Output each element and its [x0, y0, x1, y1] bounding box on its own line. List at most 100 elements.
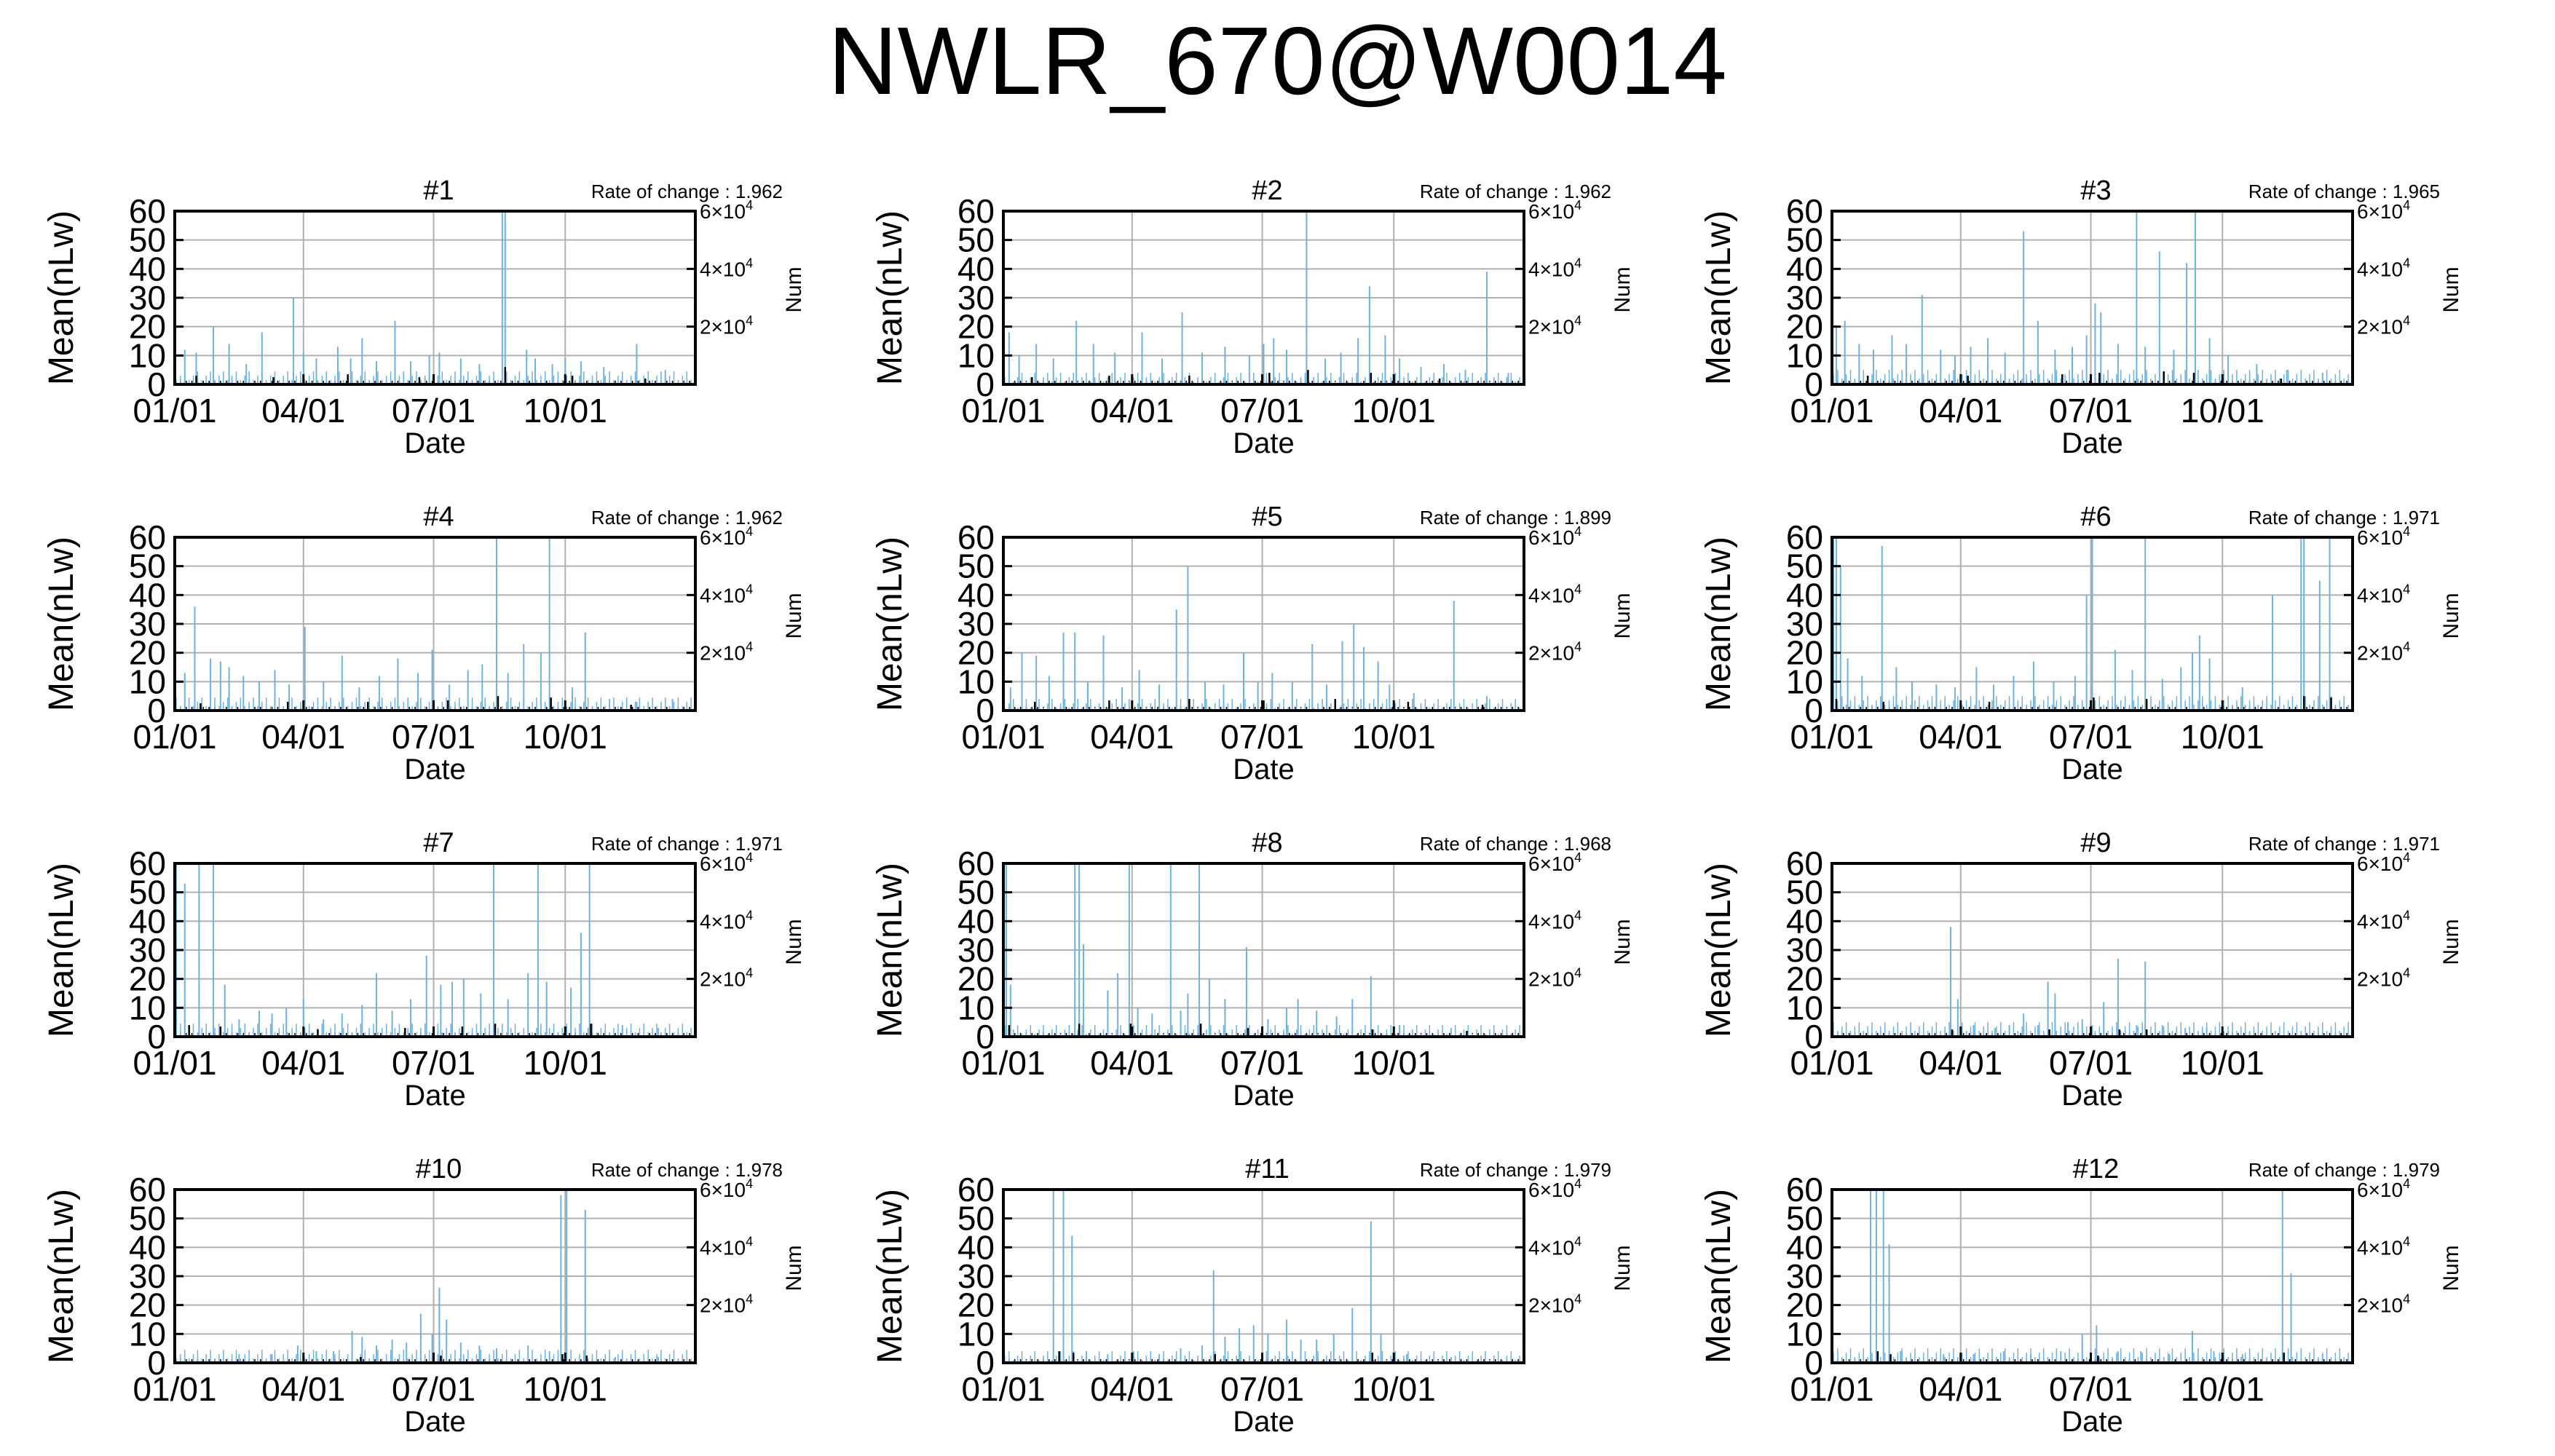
y-tick-label: 0: [147, 365, 166, 403]
y-tick-label: 10: [129, 336, 166, 374]
y2-tick-label: 4×104: [700, 908, 753, 933]
y-tick-label: 0: [1804, 1018, 1823, 1056]
y2-tick-label: 6×104: [700, 198, 753, 223]
x-tick-label: 07/01: [2049, 392, 2133, 430]
rate-of-change: Rate of change : 1.979: [1420, 1159, 1611, 1181]
y-tick-label: 40: [1786, 576, 1823, 614]
rate-of-change: Rate of change : 1.962: [591, 181, 783, 202]
y-axis-label: Mean(nLw): [1699, 1189, 1738, 1364]
y-tick-label: 10: [957, 989, 995, 1026]
y-tick-label: 50: [1786, 547, 1823, 585]
y-tick-label: 30: [957, 605, 995, 643]
y-tick-label: 60: [957, 518, 995, 556]
y-tick-label: 10: [1786, 662, 1823, 700]
figure-title: NWLR_670@W0014: [828, 7, 1727, 114]
x-tick-label: 01/01: [961, 718, 1045, 756]
y2-tick-label: 4×104: [1528, 582, 1581, 606]
y-tick-label: 30: [1786, 605, 1823, 643]
y-axis-label: Mean(nLw): [1699, 537, 1738, 711]
y2-axis-label: Num: [1611, 593, 1635, 638]
panel-title: #1: [423, 175, 454, 206]
y2-tick-label: 6×104: [700, 850, 753, 875]
y-tick-label: 60: [1786, 192, 1823, 230]
x-axis-label: Date: [2061, 753, 2123, 786]
y-tick-label: 30: [1786, 931, 1823, 969]
x-tick-label: 04/01: [1919, 1044, 2002, 1082]
y-axis-label: Mean(nLw): [871, 1189, 909, 1364]
y-tick-label: 30: [1786, 1257, 1823, 1295]
y2-tick-label: 4×104: [700, 1234, 753, 1259]
x-tick-label: 01/01: [133, 1370, 216, 1408]
x-tick-label: 10/01: [524, 1044, 607, 1082]
x-tick-label: 01/01: [961, 1370, 1045, 1408]
x-axis-label: Date: [2061, 427, 2123, 459]
x-tick-label: 04/01: [1090, 392, 1174, 430]
y-axis-label: Mean(nLw): [42, 537, 81, 711]
panel-title: #6: [2080, 502, 2111, 532]
y-tick-label: 60: [957, 844, 995, 882]
x-tick-label: 01/01: [133, 1044, 216, 1082]
y2-tick-label: 2×104: [1528, 640, 1581, 665]
y-tick-label: 0: [976, 692, 995, 729]
x-axis-label: Date: [404, 427, 466, 459]
y2-tick-label: 2×104: [1528, 314, 1581, 339]
y-tick-label: 10: [129, 662, 166, 700]
y-axis-label: Mean(nLw): [42, 210, 81, 385]
panel-title: #2: [1252, 175, 1282, 206]
x-tick-label: 04/01: [1090, 1370, 1174, 1408]
y-tick-label: 30: [129, 279, 166, 317]
x-tick-label: 01/01: [1790, 392, 1873, 430]
y-tick-label: 50: [1786, 1200, 1823, 1238]
x-axis-label: Date: [2061, 1406, 2123, 1438]
x-tick-label: 07/01: [1220, 718, 1304, 756]
x-axis-label: Date: [1233, 1080, 1295, 1112]
x-tick-label: 07/01: [2049, 1370, 2133, 1408]
rate-of-change: Rate of change : 1.968: [1420, 833, 1611, 855]
rate-of-change: Rate of change : 1.971: [591, 833, 783, 855]
y-tick-label: 40: [129, 250, 166, 288]
y-tick-label: 30: [1786, 279, 1823, 317]
rate-of-change: Rate of change : 1.899: [1420, 507, 1611, 529]
x-tick-label: 10/01: [2181, 1370, 2264, 1408]
y-tick-label: 40: [957, 250, 995, 288]
y-tick-label: 0: [1804, 365, 1823, 403]
x-tick-label: 07/01: [1220, 1370, 1304, 1408]
y2-tick-label: 6×104: [2357, 1176, 2410, 1201]
y2-tick-label: 6×104: [1528, 524, 1581, 549]
panel-title: #5: [1252, 502, 1282, 532]
y2-axis-label: Num: [2439, 266, 2463, 312]
y-tick-label: 10: [129, 989, 166, 1026]
y2-tick-label: 6×104: [2357, 524, 2410, 549]
x-axis-label: Date: [404, 1406, 466, 1438]
y-tick-label: 60: [129, 1171, 166, 1208]
y2-tick-label: 2×104: [2357, 314, 2410, 339]
y-tick-label: 0: [147, 1344, 166, 1382]
x-tick-label: 04/01: [261, 392, 345, 430]
x-tick-label: 01/01: [133, 392, 216, 430]
y-tick-label: 10: [129, 1315, 166, 1353]
x-tick-label: 10/01: [2181, 718, 2264, 756]
x-tick-label: 04/01: [1090, 718, 1174, 756]
y-tick-label: 60: [1786, 518, 1823, 556]
y-tick-label: 20: [957, 960, 995, 998]
rate-of-change: Rate of change : 1.971: [2248, 507, 2440, 529]
x-tick-label: 01/01: [1790, 718, 1873, 756]
x-tick-label: 10/01: [1352, 718, 1436, 756]
x-tick-label: 04/01: [1919, 1370, 2002, 1408]
x-tick-label: 07/01: [392, 392, 475, 430]
y-tick-label: 30: [129, 1257, 166, 1295]
x-tick-label: 04/01: [1919, 392, 2002, 430]
y2-tick-label: 4×104: [1528, 908, 1581, 933]
y-tick-label: 0: [147, 692, 166, 729]
y-tick-label: 60: [1786, 844, 1823, 882]
y-tick-label: 0: [1804, 692, 1823, 729]
y2-axis-label: Num: [1611, 919, 1635, 965]
